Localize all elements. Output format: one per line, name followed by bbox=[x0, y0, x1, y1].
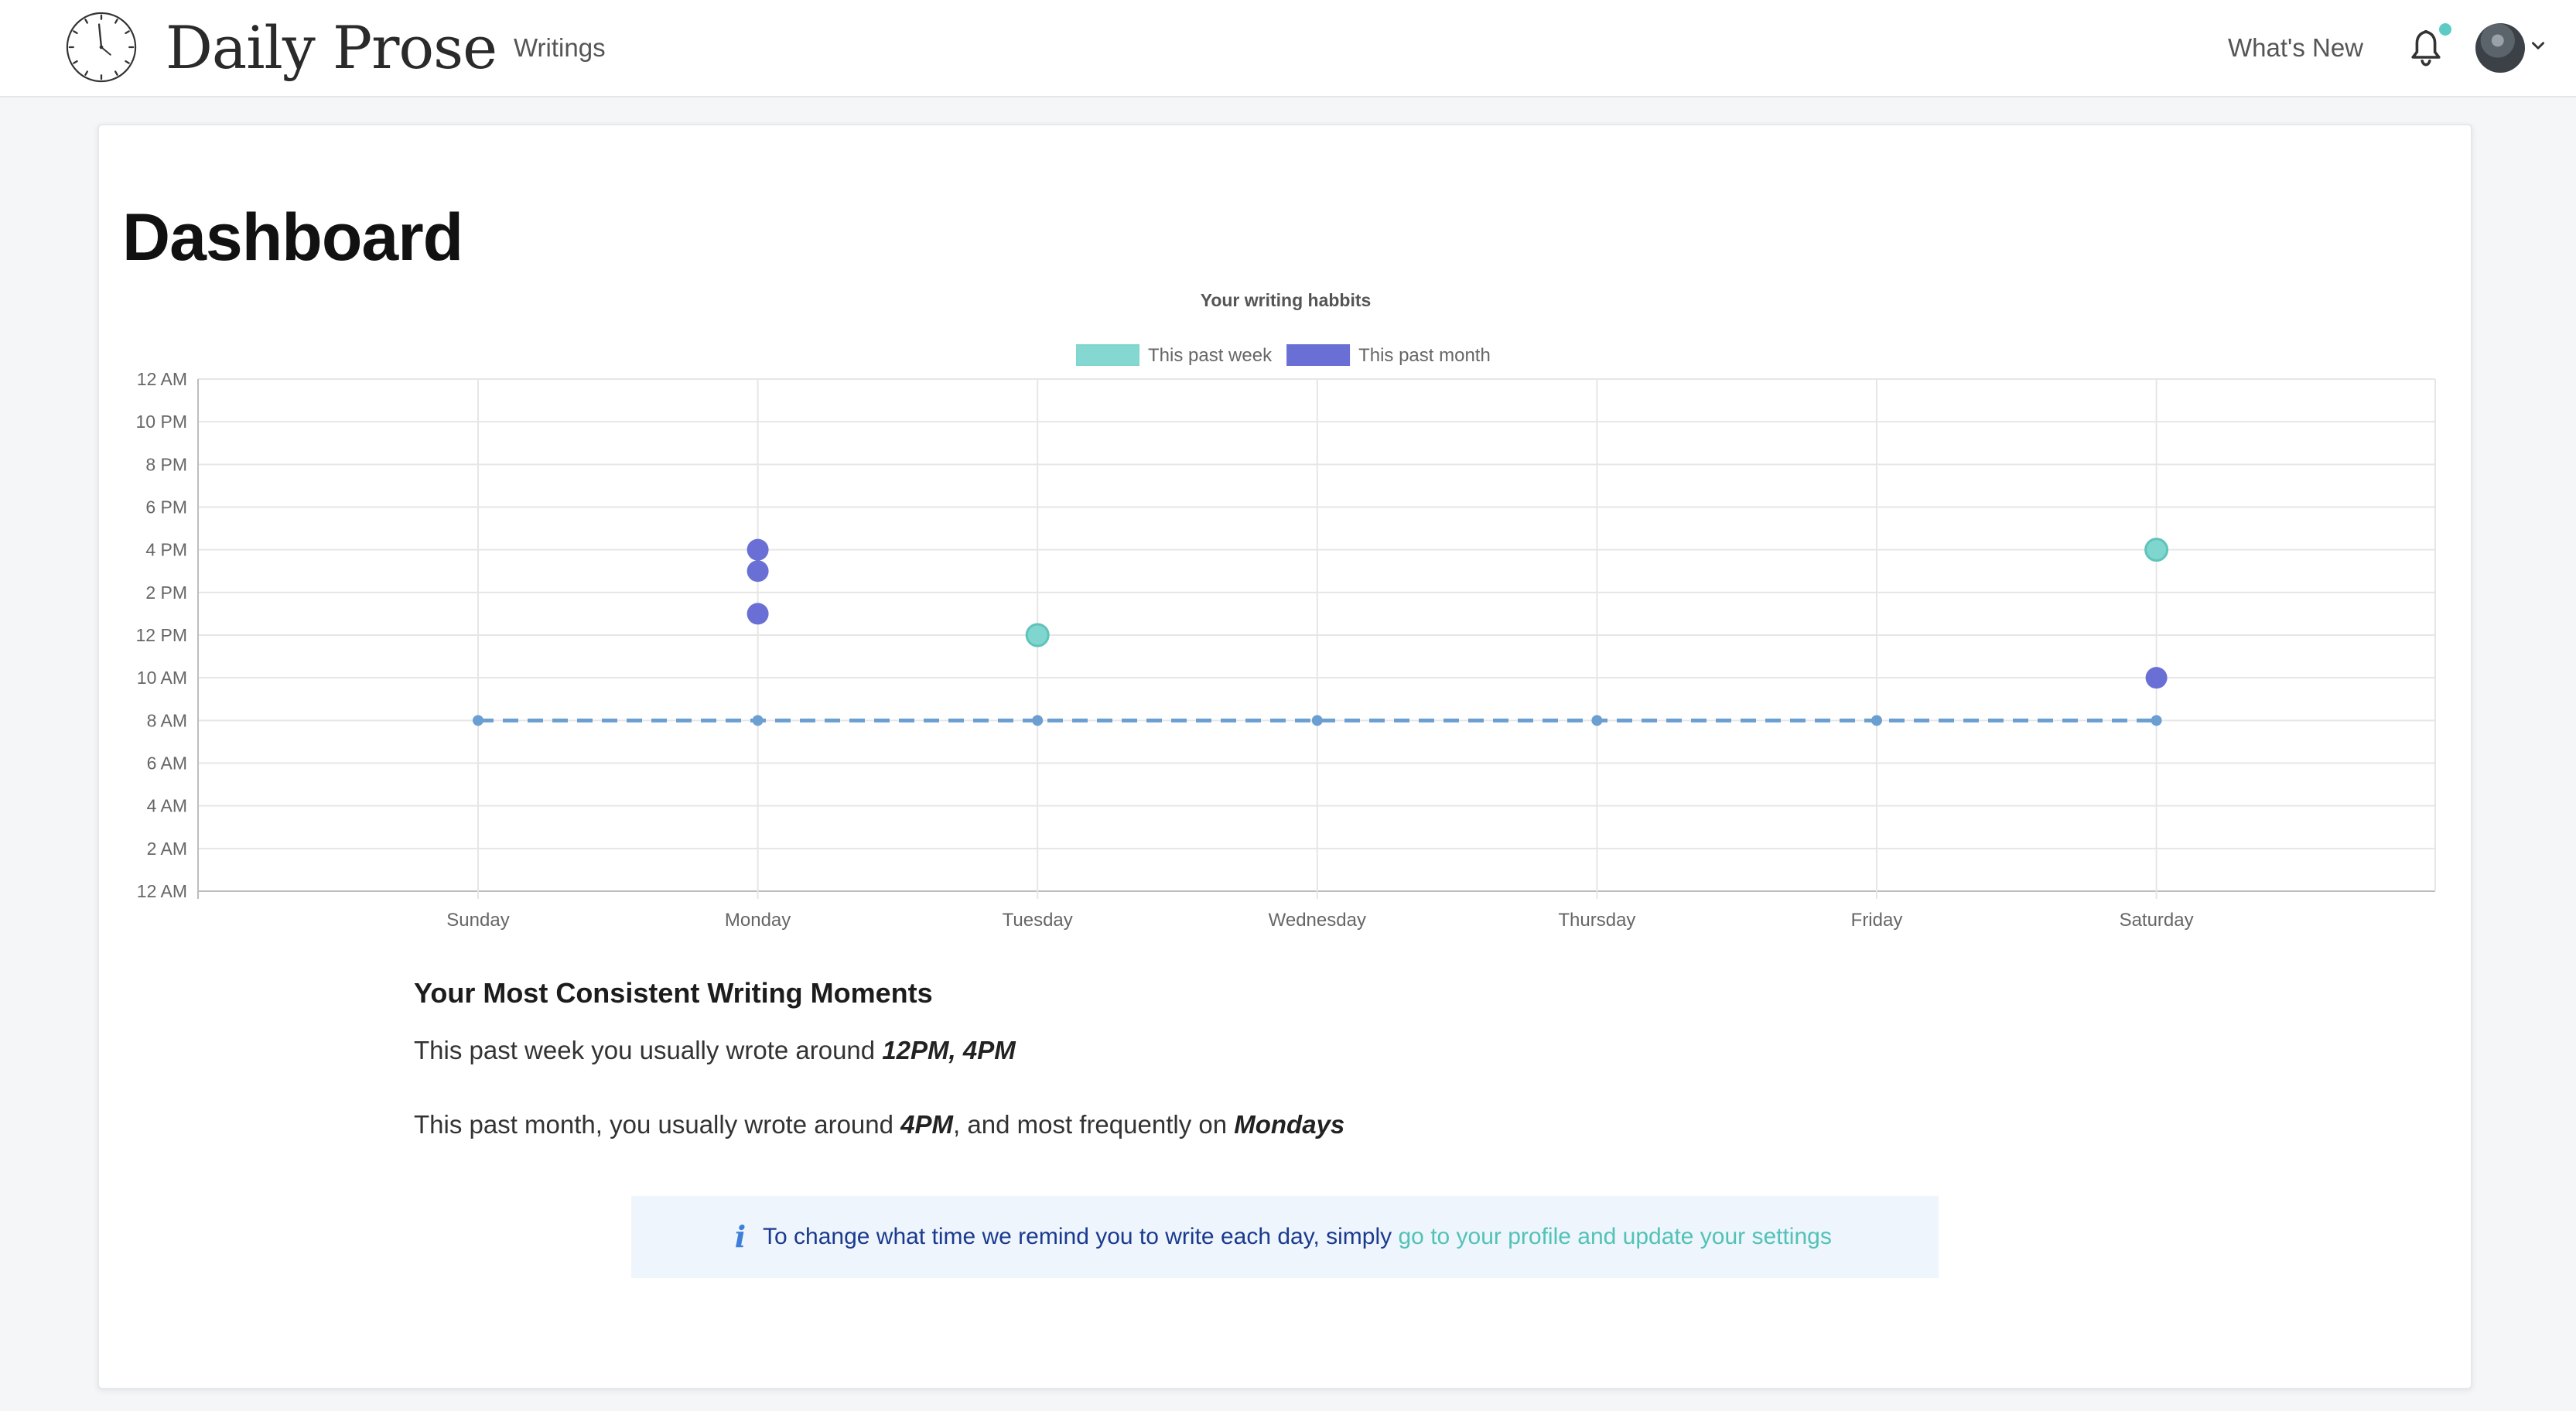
summary-month-day: Mondays bbox=[1234, 1110, 1345, 1139]
chevron-down-icon[interactable] bbox=[2530, 37, 2547, 54]
y-tick-label: 2 AM bbox=[147, 839, 187, 859]
point-past-month bbox=[746, 538, 769, 561]
top-navigation: Daily Prose Writings What's New bbox=[0, 0, 2576, 97]
summary-month-mid: , and most frequently on bbox=[953, 1110, 1235, 1139]
chart-title: Your writing habbits bbox=[1201, 290, 1372, 310]
profile-settings-link[interactable]: go to your profile and update your setti… bbox=[1398, 1224, 1832, 1249]
notification-dot bbox=[2439, 23, 2451, 36]
nav-whats-new-link[interactable]: What's New bbox=[2228, 33, 2364, 62]
y-tick-label: 12 AM bbox=[137, 369, 187, 389]
y-tick-label: 6 PM bbox=[145, 497, 187, 518]
summary-title: Your Most Consistent Writing Moments bbox=[414, 977, 933, 1009]
x-tick-label: Tuesday bbox=[1003, 910, 1073, 931]
nav-writings-link[interactable]: Writings bbox=[514, 33, 606, 62]
point-past-month bbox=[2145, 667, 2168, 689]
summary-week: This past week you usually wrote around … bbox=[414, 1033, 1016, 1068]
notice-message: To change what time we remind you to wri… bbox=[763, 1224, 1399, 1249]
summary-week-prefix: This past week you usually wrote around bbox=[414, 1036, 883, 1064]
x-tick-label: Friday bbox=[1851, 910, 1903, 931]
x-tick-label: Wednesday bbox=[1269, 910, 1366, 931]
chart-points bbox=[746, 538, 2169, 689]
y-tick-label: 4 PM bbox=[145, 540, 187, 560]
y-tick-label: 8 AM bbox=[147, 710, 187, 730]
summary-month: This past month, you usually wrote aroun… bbox=[414, 1108, 1344, 1142]
info-icon: i bbox=[734, 1219, 746, 1254]
reminder-point bbox=[1032, 715, 1044, 726]
y-tick-label: 12 PM bbox=[136, 625, 187, 645]
reminder-point bbox=[752, 715, 764, 726]
notice-text: To change what time we remind you to wri… bbox=[763, 1221, 1832, 1253]
point-past-month bbox=[746, 603, 769, 625]
x-tick-label: Thursday bbox=[1558, 910, 1635, 931]
y-tick-label: 2 PM bbox=[145, 583, 187, 603]
legend-swatch bbox=[1076, 344, 1139, 366]
page-title: Dashboard bbox=[122, 200, 463, 275]
summary-week-times: 12PM, 4PM bbox=[882, 1036, 1016, 1064]
y-tick-label: 10 PM bbox=[136, 412, 187, 432]
point-past-month bbox=[746, 560, 769, 583]
legend-label: This past week bbox=[1148, 345, 1273, 366]
y-tick-label: 12 AM bbox=[137, 881, 187, 901]
y-tick-label: 8 PM bbox=[145, 454, 187, 474]
y-axis-ticks: 12 AM 10 PM 8 PM 6 PM 4 PM 2 PM 12 PM 10 AM 8 AM… bbox=[136, 369, 187, 901]
chart-grid bbox=[197, 378, 2436, 899]
info-notice: i To change what time we remind you to w… bbox=[631, 1196, 1939, 1278]
reminder-point bbox=[1871, 715, 1882, 726]
reminder-point bbox=[473, 715, 483, 726]
legend-swatch bbox=[1286, 344, 1351, 366]
clock-logo-icon[interactable] bbox=[63, 9, 139, 85]
point-past-week bbox=[1025, 623, 1050, 647]
reminder-line bbox=[473, 715, 2162, 726]
writing-habits-chart: Your writing habbits This past week This … bbox=[136, 290, 2436, 931]
summary-month-prefix: This past month, you usually wrote aroun… bbox=[414, 1110, 901, 1139]
x-tick-label: Monday bbox=[725, 910, 791, 931]
x-tick-label: Saturday bbox=[2120, 910, 2194, 931]
point-past-week bbox=[2144, 538, 2169, 562]
reminder-point bbox=[2151, 715, 2162, 726]
y-tick-label: 4 AM bbox=[147, 796, 187, 816]
dashboard-card bbox=[97, 124, 2472, 1389]
x-tick-label: Sunday bbox=[446, 910, 509, 931]
legend-label: This past month bbox=[1358, 345, 1491, 366]
summary-month-time: 4PM bbox=[900, 1110, 954, 1139]
x-axis-ticks: Sunday Monday Tuesday Wednesday Thursday Frid… bbox=[446, 910, 2193, 931]
bell-icon[interactable] bbox=[2407, 26, 2444, 70]
reminder-point bbox=[1591, 715, 1603, 726]
reminder-point bbox=[1311, 715, 1323, 726]
y-tick-label: 10 AM bbox=[137, 668, 187, 688]
chart-legend: This past week This past month bbox=[1076, 344, 1491, 366]
y-tick-label: 6 AM bbox=[147, 753, 187, 774]
avatar[interactable] bbox=[2475, 23, 2525, 73]
brand-name[interactable]: Daily Prose bbox=[166, 13, 497, 82]
